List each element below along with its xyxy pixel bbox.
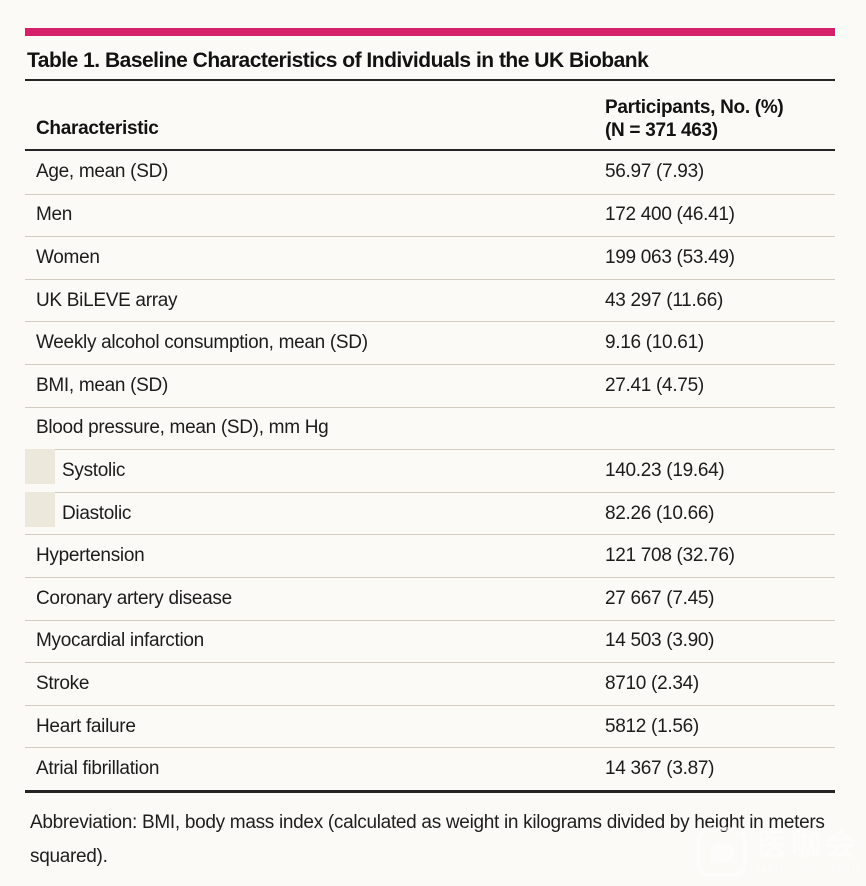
row-value: 8710 (2.34)	[605, 672, 699, 694]
row-value: 5812 (1.56)	[605, 715, 699, 737]
row-label: Weekly alcohol consumption, mean (SD)	[36, 332, 368, 354]
footnote: Abbreviation: BMI, body mass index (calc…	[30, 811, 825, 867]
row-value: 14 503 (3.90)	[605, 630, 715, 652]
table-row: Heart failure 5812 (1.56)	[25, 704, 835, 748]
table-row: Stroke 8710 (2.34)	[25, 662, 835, 705]
table-row: UK BiLEVE array 43 297 (11.66)	[25, 278, 835, 322]
accent-bar	[25, 28, 835, 36]
table-header-row: Characteristic Participants, No. (%) (N …	[25, 81, 835, 151]
row-value: 9.16 (10.61)	[605, 332, 704, 354]
row-label: Age, mean (SD)	[36, 161, 169, 183]
table-figure: Table 1. Baseline Characteristics of Ind…	[25, 28, 835, 874]
row-label: Blood pressure, mean (SD), mm Hg	[36, 417, 329, 439]
row-label: BMI, mean (SD)	[36, 374, 168, 396]
row-value: 82.26 (10.66)	[605, 502, 715, 524]
row-label: Systolic	[62, 459, 126, 481]
row-value: 27.41 (4.75)	[605, 374, 704, 396]
table-row: Myocardial infarction 14 503 (3.90)	[25, 619, 835, 663]
row-label: Myocardial infarction	[36, 630, 204, 652]
column-header-participants: Participants, No. (%) (N = 371 463)	[605, 96, 835, 149]
row-label: Diastolic	[62, 502, 132, 524]
table-row: Blood pressure, mean (SD), mm Hg	[25, 406, 835, 450]
table-body: Age, mean (SD) 56.97 (7.93) Men 172 400 (46…	[25, 151, 835, 793]
row-label: Coronary artery disease	[36, 587, 232, 609]
column-header-characteristic: Characteristic	[36, 118, 159, 139]
table-row: Diastolic 82.26 (10.66)	[25, 491, 835, 535]
table-row: Hypertension 121 708 (32.76)	[25, 534, 835, 577]
row-label: Heart failure	[36, 715, 136, 737]
column-header-participants-line1: Participants, No. (%)	[605, 97, 784, 118]
table-row: BMI, mean (SD) 27.41 (4.75)	[25, 363, 835, 407]
column-header-participants-line2: (N = 371 463)	[605, 120, 718, 141]
row-value: 172 400 (46.41)	[605, 204, 735, 226]
row-value: 43 297 (11.66)	[605, 289, 723, 311]
row-label: Atrial fibrillation	[36, 758, 160, 780]
row-value: 27 667 (7.45)	[605, 587, 715, 609]
row-value: 140.23 (19.64)	[605, 459, 725, 481]
row-label: Men	[36, 204, 73, 226]
row-label: Stroke	[36, 672, 90, 694]
table-row: Coronary artery disease 27 667 (7.45)	[25, 576, 835, 620]
table-row: Men 172 400 (46.41)	[25, 193, 835, 237]
table-row: Atrial fibrillation 14 367 (3.87)	[25, 747, 835, 790]
table-row: Women 199 063 (53.49)	[25, 236, 835, 279]
row-value: 56.97 (7.93)	[605, 161, 704, 183]
table-row: Systolic 140.23 (19.64)	[25, 449, 835, 492]
row-label: Hypertension	[36, 545, 145, 567]
row-value: 121 708 (32.76)	[605, 545, 735, 567]
figure-title: Table 1. Baseline Characteristics of Ind…	[25, 36, 835, 81]
table-row: Age, mean (SD) 56.97 (7.93)	[25, 151, 835, 194]
table-row: Weekly alcohol consumption, mean (SD) 9.1…	[25, 321, 835, 364]
row-value: 199 063 (53.49)	[605, 246, 735, 268]
row-value: 14 367 (3.87)	[605, 758, 715, 780]
row-label: UK BiLEVE array	[36, 289, 178, 311]
row-label: Women	[36, 246, 100, 268]
